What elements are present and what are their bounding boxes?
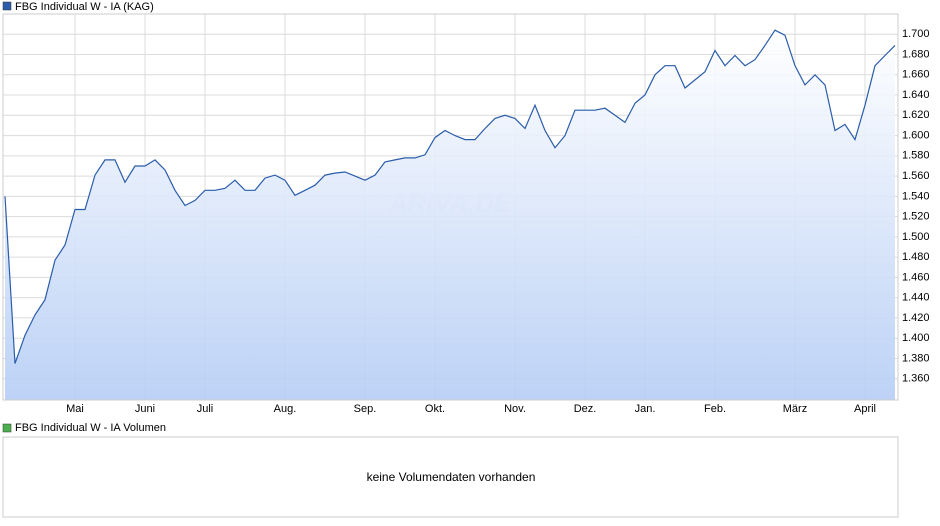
x-tick-label: Dez. xyxy=(574,403,597,415)
y-tick-label: 1.680 xyxy=(902,48,930,60)
x-tick-label: Sep. xyxy=(354,403,377,415)
x-tick-label: Feb. xyxy=(704,403,726,415)
x-tick-label: Juni xyxy=(135,403,155,415)
x-tick-label: Juli xyxy=(197,403,214,415)
x-tick-label: Jan. xyxy=(635,403,656,415)
legend-swatch xyxy=(2,1,12,11)
y-tick-label: 1.540 xyxy=(902,190,930,202)
price-line xyxy=(4,29,896,364)
volume-frame xyxy=(2,436,899,518)
y-tick-label: 1.700 xyxy=(902,28,930,40)
y-tick-label: 1.500 xyxy=(902,231,930,243)
y-tick-label: 1.560 xyxy=(902,170,930,182)
x-tick-label: März xyxy=(783,403,807,415)
y-tick-label: 1.520 xyxy=(902,211,930,223)
y-tick-label: 1.360 xyxy=(902,373,930,385)
y-tick-label: 1.400 xyxy=(902,332,930,344)
x-tick-label: Okt. xyxy=(425,403,445,415)
y-tick-label: 1.660 xyxy=(902,69,930,81)
y-tick-label: 1.440 xyxy=(902,292,930,304)
y-tick-label: 1.640 xyxy=(902,89,930,101)
y-tick-label: 1.420 xyxy=(902,312,930,324)
x-tick-label: Nov. xyxy=(504,403,526,415)
legend-label: FBG Individual W - IA Volumen xyxy=(15,422,166,434)
x-tick-label: Aug. xyxy=(274,403,297,415)
y-tick-label: 1.600 xyxy=(902,129,930,141)
y-tick-label: 1.620 xyxy=(902,109,930,121)
y-tick-label: 1.480 xyxy=(902,251,930,263)
y-tick-label: 1.580 xyxy=(902,150,930,162)
y-tick-label: 1.460 xyxy=(902,271,930,283)
x-tick-label: Mai xyxy=(66,403,84,415)
legend-swatch xyxy=(2,423,12,433)
area-fill xyxy=(5,30,895,400)
plot-border xyxy=(2,13,899,401)
legend-label: FBG Individual W - IA (KAG) xyxy=(15,1,154,13)
x-tick-label: April xyxy=(854,403,876,415)
y-tick-label: 1.380 xyxy=(902,352,930,364)
no-data-message: keine Volumendaten vorhanden xyxy=(367,470,536,484)
